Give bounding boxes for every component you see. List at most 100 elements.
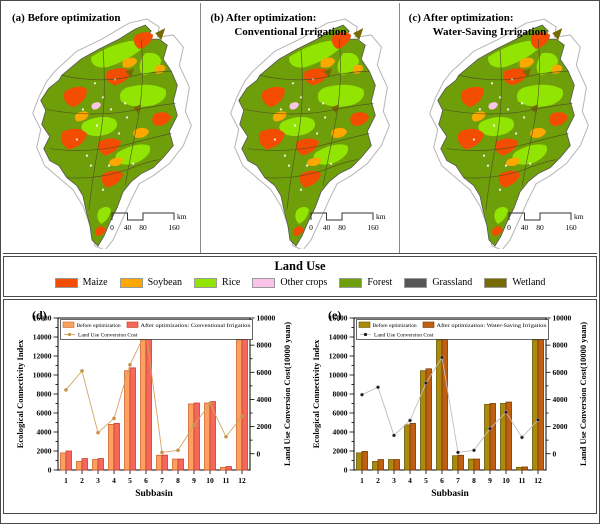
cost-marker (520, 435, 524, 440)
bar (473, 458, 480, 471)
map-scalebar: 0 40 80 160 km (309, 212, 386, 232)
bar (65, 450, 72, 471)
x-axis-tick-label: 9 (488, 476, 492, 485)
wetland-patches (125, 28, 166, 114)
bar (388, 459, 395, 471)
map-title-line: Water-Saving Irrigation (432, 26, 547, 39)
chart-panel-label: (e) (328, 308, 342, 322)
cost-marker (192, 423, 196, 428)
cost-marker (112, 416, 116, 421)
left-axis-tick-label: 14000 (33, 333, 52, 342)
left-axis-title: Ecological Connectivity Index (15, 339, 25, 448)
scalebar-tick-label: 0 (507, 223, 511, 232)
legend-color-swatch (54, 277, 78, 288)
bar (97, 458, 104, 471)
legend-item: Forest (339, 277, 392, 288)
cost-marker (376, 385, 380, 390)
legend-item: Maize (54, 277, 108, 288)
bar (124, 370, 131, 471)
bar (457, 454, 464, 471)
cost-marker (64, 388, 68, 392)
chart-legend-label: After optimization: Conventional Irrigat… (141, 322, 251, 329)
chart-cell-d: (d) 0 2000 4000 6000 8000 10000 12000 14000 16000… (4, 300, 300, 513)
subbasin-borders (46, 39, 176, 210)
cost-marker (488, 426, 492, 431)
legend-item: Wetland (484, 277, 545, 288)
map-panel-c: (c) After optimization: Water-Saving Irri… (400, 3, 597, 253)
bar (129, 367, 136, 471)
plot-frame (353, 317, 547, 471)
legend-item-label: Forest (367, 277, 393, 288)
legend-items: Maize Soybean Rice Other crops Forest Grassla… (4, 277, 596, 288)
bar (92, 459, 99, 471)
bar (188, 403, 195, 471)
left-axis-tick-label: 8000 (333, 390, 348, 399)
x-axis-tick-label: 5 (128, 476, 132, 485)
map-title: (a) Before optimization (12, 11, 121, 25)
left-axis-tick-label: 0 (344, 466, 348, 475)
legend-item: Other crops (252, 277, 327, 288)
legend-item-label: Maize (82, 277, 108, 288)
wetland-patches (323, 28, 364, 114)
bar (393, 459, 400, 471)
legend-item: Rice (194, 277, 240, 288)
left-axis-tick-label: 8000 (37, 390, 52, 399)
right-axis-tick-label: 2000 (257, 422, 272, 431)
bar (108, 424, 115, 471)
bar (537, 338, 544, 471)
cost-marker (160, 450, 164, 455)
cost-marker (80, 369, 84, 373)
scalebar-tick-label: 160 (367, 223, 379, 232)
maps-row: (a) Before optimization (3, 3, 597, 254)
x-axis-tick-label: 4 (408, 476, 412, 485)
cost-line (65, 330, 243, 453)
map-title: (b) After optimization: Conventional Irri… (210, 11, 346, 40)
bar (140, 339, 147, 471)
bar (209, 401, 216, 471)
x-axis-title: Subbasin (135, 489, 173, 499)
x-axis-tick-label: 2 (80, 476, 84, 485)
left-axis-tick-label: 14000 (329, 333, 348, 342)
bar (225, 466, 232, 471)
scalebar-tick-label: 160 (169, 223, 181, 232)
legend-color-swatch (404, 277, 428, 288)
map-panel-b: (b) After optimization: Conventional Irri… (201, 3, 400, 253)
other-crops-patch (91, 102, 101, 110)
x-axis-tick-label: 1 (360, 476, 364, 485)
bar (81, 458, 88, 471)
x-axis-tick-label: 11 (222, 476, 229, 485)
left-axis-tick-label: 16000 (33, 314, 52, 323)
bar (161, 454, 168, 471)
right-axis-tick-label: 0 (257, 449, 261, 458)
x-axis-tick-label: 2 (376, 476, 380, 485)
cost-marker (408, 418, 412, 423)
left-axis-tick-label: 2000 (333, 447, 348, 456)
chart-legend-box (60, 319, 253, 340)
wetland-patches (521, 28, 562, 114)
bar (76, 461, 83, 471)
right-axis-tick-label: 8000 (257, 341, 272, 350)
legend-item: Soybean (119, 277, 182, 288)
charts-band: (d) 0 2000 4000 6000 8000 10000 12000 14000 16000… (3, 299, 597, 514)
map-scalebar: 0 40 80 160 km (110, 212, 187, 232)
right-axis-tick-label: 6000 (553, 368, 568, 377)
x-axis-tick-label: 9 (192, 476, 196, 485)
cost-marker (176, 448, 180, 453)
map-title-line: (a) Before optimization (12, 12, 121, 24)
legend-item-label: Wetland (512, 277, 546, 288)
land-use-map (428, 18, 589, 251)
bar (60, 452, 67, 471)
rice-patches (477, 40, 563, 224)
land-use-map (230, 18, 391, 251)
map-scalebar: 0 40 80 160 km (507, 212, 584, 232)
scalebar-unit: km (574, 212, 584, 221)
subbasin-borders (443, 39, 573, 210)
bar (204, 402, 211, 471)
x-axis-tick-label: 12 (238, 476, 246, 485)
cost-marker (456, 450, 460, 455)
x-axis-tick-label: 6 (144, 476, 148, 485)
chart-legend-label: Land Use Conversion Cost (374, 333, 434, 339)
x-axis-tick-label: 3 (96, 476, 100, 485)
legend-item-label: Rice (222, 277, 241, 288)
left-axis-tick-label: 4000 (333, 428, 348, 437)
